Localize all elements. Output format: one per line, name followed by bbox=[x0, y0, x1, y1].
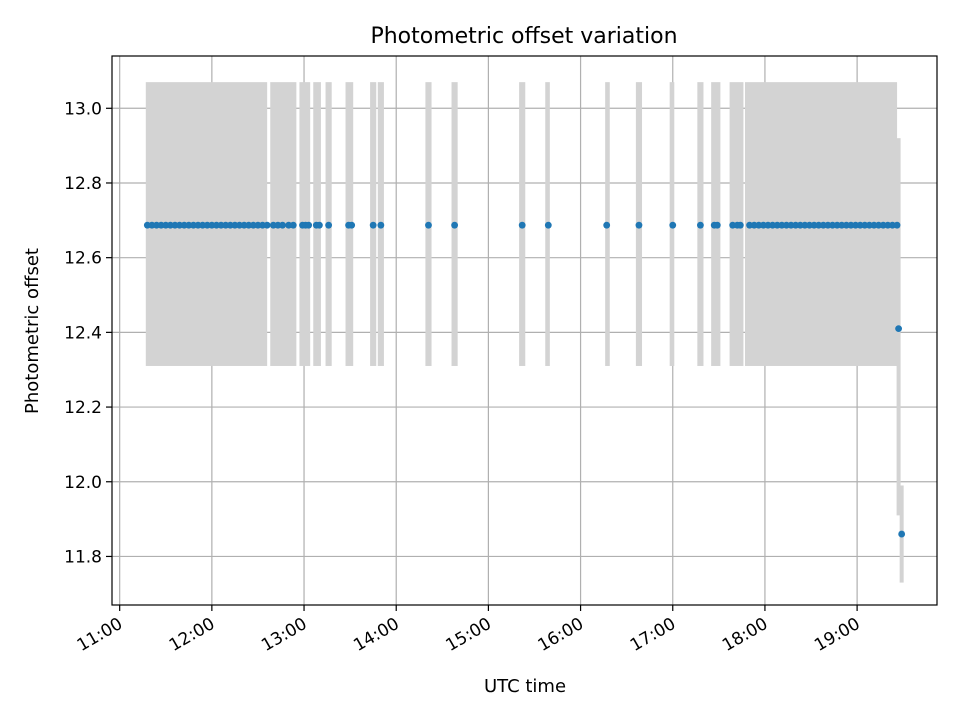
y-tick-label: 11.8 bbox=[64, 547, 102, 567]
data-point bbox=[736, 221, 744, 229]
y-tick-label: 12.4 bbox=[64, 323, 102, 343]
data-point bbox=[377, 221, 385, 229]
data-point bbox=[544, 221, 552, 229]
y-tick-label: 12.2 bbox=[64, 398, 102, 418]
chart-title: Photometric offset variation bbox=[370, 24, 677, 49]
data-point bbox=[263, 221, 271, 229]
y-tick-label: 12.8 bbox=[64, 174, 102, 194]
data-point bbox=[898, 530, 906, 538]
data-point bbox=[669, 221, 677, 229]
data-point bbox=[305, 221, 313, 229]
data-point bbox=[895, 325, 902, 333]
data-point bbox=[451, 221, 458, 229]
data-point bbox=[289, 221, 297, 229]
data-point bbox=[279, 221, 286, 229]
x-axis-title: UTC time bbox=[484, 676, 566, 697]
data-point bbox=[425, 221, 432, 229]
y-axis-title: Photometric offset bbox=[22, 248, 43, 414]
data-point bbox=[348, 221, 356, 229]
y-tick-label: 12.6 bbox=[64, 249, 102, 269]
data-point-layer bbox=[143, 221, 906, 538]
data-point bbox=[518, 221, 526, 229]
data-point bbox=[697, 221, 704, 229]
data-point bbox=[893, 221, 901, 229]
data-point bbox=[369, 221, 377, 229]
data-point bbox=[713, 221, 721, 229]
y-axis-ticks: 11.8 12.0 12.2 12.4 12.6 12.8 13.0 bbox=[64, 99, 112, 567]
data-point bbox=[603, 221, 611, 229]
plot-frame bbox=[111, 55, 938, 606]
y-tick-label: 13.0 bbox=[64, 99, 102, 119]
data-point bbox=[635, 221, 643, 229]
data-point bbox=[325, 221, 333, 229]
y-tick-label: 12.0 bbox=[64, 473, 102, 493]
data-point bbox=[316, 221, 323, 229]
